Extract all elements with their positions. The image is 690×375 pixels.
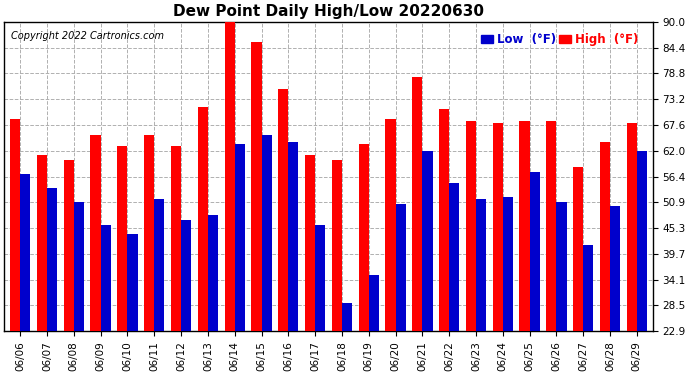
Bar [493,123,503,331]
Bar [476,199,486,331]
Bar [385,118,395,331]
Bar [439,110,449,331]
Bar [449,183,460,331]
Bar [315,225,325,331]
Bar [368,275,379,331]
Bar [63,160,74,331]
Bar [422,151,433,331]
Bar [144,135,155,331]
Bar [288,142,299,331]
Bar [262,135,272,331]
Bar [610,206,620,331]
Bar [600,142,610,331]
Legend: Low  (°F), High  (°F): Low (°F), High (°F) [479,31,640,48]
Bar [155,199,164,331]
Bar [278,88,288,331]
Bar [546,121,556,331]
Bar [251,42,262,331]
Bar [47,188,57,331]
Bar [74,202,84,331]
Bar [556,202,566,331]
Bar [101,225,111,331]
Bar [10,118,20,331]
Bar [90,135,101,331]
Bar [520,121,529,331]
Bar [332,160,342,331]
Bar [235,144,245,331]
Text: Copyright 2022 Cartronics.com: Copyright 2022 Cartronics.com [10,31,164,41]
Bar [128,234,138,331]
Bar [20,174,30,331]
Bar [224,17,235,331]
Bar [583,246,593,331]
Bar [412,77,422,331]
Bar [208,216,218,331]
Bar [37,156,47,331]
Bar [181,220,191,331]
Bar [637,151,647,331]
Title: Dew Point Daily High/Low 20220630: Dew Point Daily High/Low 20220630 [173,4,484,19]
Bar [305,156,315,331]
Bar [627,123,637,331]
Bar [171,146,181,331]
Bar [198,107,208,331]
Bar [342,303,352,331]
Bar [117,146,128,331]
Bar [503,197,513,331]
Bar [529,172,540,331]
Bar [466,121,476,331]
Bar [359,144,368,331]
Bar [395,204,406,331]
Bar [573,167,583,331]
